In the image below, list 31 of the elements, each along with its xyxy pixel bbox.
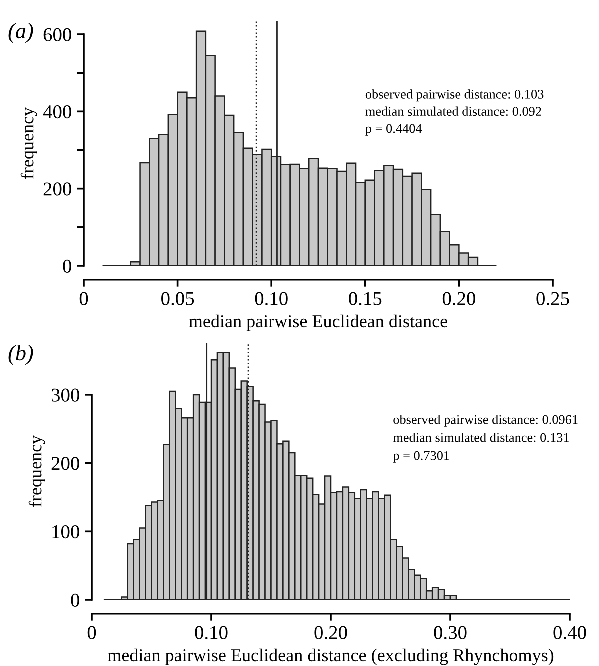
- y-tick-label: 400: [43, 105, 72, 119]
- x-tick-label: 0.10: [195, 626, 228, 640]
- y-tick-label: 0: [71, 594, 80, 607]
- annotation: p = 0.7301: [393, 451, 450, 463]
- text: (b): [8, 345, 34, 366]
- x-tick-label: 0.40: [554, 626, 586, 640]
- x-tick-label: 0.25: [536, 292, 570, 306]
- text: (a): [8, 23, 34, 44]
- x-tick-label: 0.20: [314, 626, 348, 640]
- y-axis-title: frequency: [20, 107, 38, 180]
- x-tick-label: 0.20: [442, 292, 476, 306]
- x-tick-label: 0.05: [162, 292, 194, 306]
- y-tick-label: 300: [52, 388, 80, 402]
- x-tick-label: 0: [80, 292, 88, 306]
- y-tick-label: 100: [52, 525, 80, 539]
- annotation: observed pairwise distance: 0.103: [366, 90, 544, 102]
- annotation: p = 0.4404: [366, 124, 422, 136]
- annotation: observed pairwise distance: 0.0961: [394, 414, 578, 427]
- x-axis-title: median pairwise Euclidean distance (excluding Rhynchomys): [108, 648, 554, 666]
- x-tick-label: 0.15: [349, 292, 382, 306]
- x-axis-title: median pairwise Euclidean distance: [189, 314, 448, 332]
- y-tick-label: 0: [63, 260, 72, 273]
- y-tick-label: 600: [44, 28, 72, 42]
- x-tick-label: 0.10: [255, 292, 288, 306]
- annotation: median simulated distance: 0.092: [366, 106, 542, 116]
- x-tick-label: 0: [88, 626, 96, 640]
- annotation: median simulated distance: 0.131: [393, 432, 569, 442]
- y-axis-title: frequency: [28, 435, 46, 508]
- y-tick-label: 200: [44, 182, 72, 196]
- x-tick-label: 0.30: [434, 626, 467, 640]
- y-tick-label: 200: [52, 457, 80, 470]
